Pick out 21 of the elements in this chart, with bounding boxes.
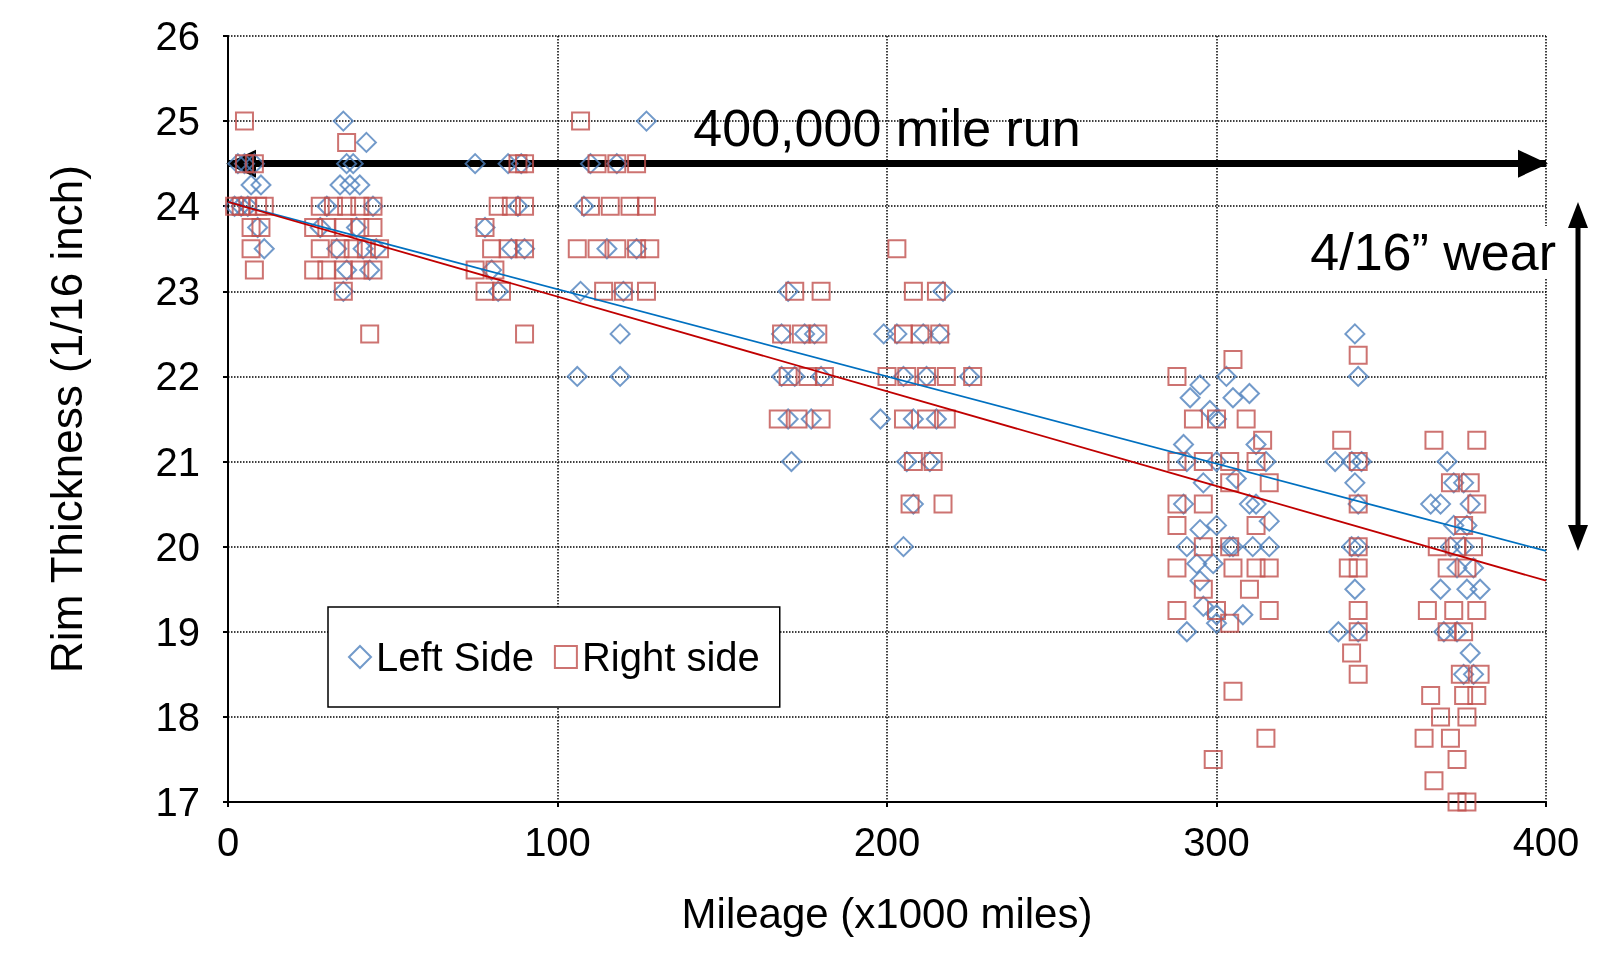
y-tick-label: 23	[155, 269, 200, 314]
y-tick-label: 17	[155, 780, 200, 824]
legend-label: Right side	[581, 635, 760, 679]
y-tick-label: 24	[155, 184, 200, 229]
x-tick-label: 300	[1183, 820, 1250, 864]
x-axis-title: Mileage (x1000 miles)	[681, 889, 1093, 937]
y-tick-label: 20	[155, 524, 200, 569]
annotation: 4/16” wear	[1310, 222, 1556, 281]
legend-label: Left Side	[376, 635, 534, 679]
y-tick-label: 22	[155, 354, 200, 399]
y-tick-label: 25	[155, 99, 200, 144]
x-tick-label: 400	[1512, 820, 1580, 864]
x-tick-label: 0	[216, 820, 240, 864]
x-tick-label: 200	[853, 820, 921, 864]
y-tick-label: 21	[155, 439, 200, 484]
y-tick-label: 26	[155, 14, 200, 58]
ref-line-label: 400,000 mile run	[693, 98, 1081, 157]
y-tick-label: 18	[155, 694, 200, 739]
x-tick-label: 100	[524, 820, 591, 864]
y-axis-title: Rim Thickness (1/16 inch)	[41, 165, 91, 673]
y-tick-label: 19	[155, 609, 200, 654]
